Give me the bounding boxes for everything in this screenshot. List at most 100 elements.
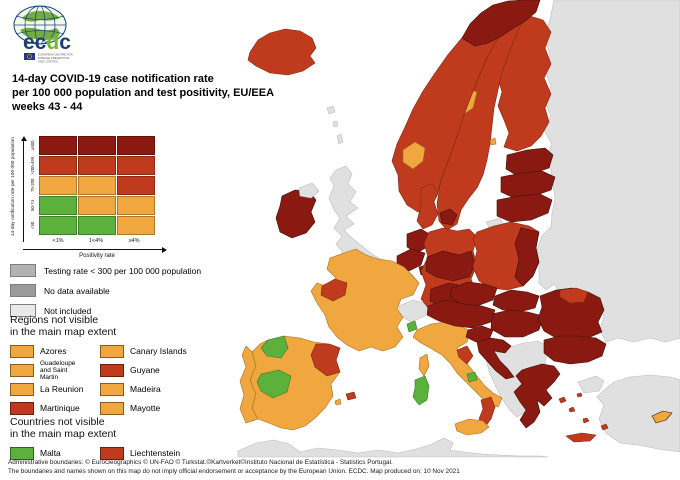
- title-line-2: per 100 000 population and test positivi…: [12, 87, 275, 99]
- matrix-cell: [117, 196, 155, 215]
- title-line-1: 14-day COVID-19 case notification rate: [12, 73, 214, 85]
- map-region-estonia: [505, 147, 554, 176]
- map-region-north-africa: [237, 437, 549, 458]
- matrix-cell: [78, 176, 116, 195]
- legend-swatch-testing-rate: [10, 264, 36, 277]
- map-region-faroe-islands: [326, 105, 336, 115]
- map-region-ibiza: [334, 398, 342, 406]
- region-swatch-mayotte: [100, 402, 124, 415]
- region-label-madeira: Madeira: [130, 384, 161, 395]
- country-label-liechtenstein: Liechtenstein: [130, 448, 181, 459]
- map-region-norway-finnmark: [461, 0, 541, 47]
- countries-not-visible-section: Countries not visible in the main map ex…: [10, 416, 230, 463]
- map-footer: Administrative boundaries: © EuroGeograp…: [8, 458, 676, 476]
- region-swatch-guadeloupe: [10, 364, 34, 377]
- map-region-mallorca: [345, 391, 357, 401]
- legend-swatch-no-data: [10, 284, 36, 297]
- ecdc-logo-graphic: ecdc EUROPEAN CENTRE FOR DISEASE PREVENT…: [13, 5, 73, 64]
- region-item-canary-islands: Canary Islands: [100, 342, 220, 361]
- map-region-aosta-valley: [406, 320, 418, 333]
- ecdc-logo: ecdc EUROPEAN CENTRE FOR DISEASE PREVENT…: [10, 4, 92, 73]
- map-region-calabria: [478, 396, 496, 428]
- eu-flag-icon: [24, 53, 35, 60]
- ecdc-wordmark: ecdc: [23, 31, 71, 54]
- map-region-sicily: [454, 418, 490, 436]
- matrix-cell: [78, 136, 116, 155]
- map-region-northern-ireland: [298, 182, 320, 199]
- regions-heading-line-1: Regions not visible: [10, 314, 99, 326]
- matrix-column-labels: <1% 1<4% ≥4%: [39, 238, 155, 244]
- matrix-cell: [117, 136, 155, 155]
- map-region-turkish-thrace: [577, 375, 605, 394]
- map-region-finland: [497, 15, 552, 152]
- map-title: 14-day COVID-19 case notification rate p…: [12, 72, 274, 114]
- legend-matrix: 14-day notification rate per 100 000 pop…: [8, 130, 178, 262]
- matrix-row-label-3: 75-200: [30, 178, 35, 193]
- map-region-galicia: [260, 335, 289, 359]
- matrix-cell: [39, 156, 77, 175]
- matrix-col-label-2: 1<4%: [88, 238, 104, 244]
- map-region-aland: [489, 137, 497, 146]
- region-item-madeira: Madeira: [100, 380, 220, 399]
- matrix-cell: [39, 216, 77, 235]
- country-label-malta: Malta: [40, 448, 61, 459]
- matrix-row-label-2: >200-499: [30, 156, 35, 175]
- country-item-malta: Malta: [10, 444, 100, 463]
- legend-item-no-data: No data available: [10, 284, 201, 297]
- legend-list: Testing rate < 300 per 100 000 populatio…: [10, 264, 201, 324]
- countries-heading-line-1: Countries not visible: [10, 416, 105, 428]
- map-region-france: [310, 248, 420, 352]
- map-region-lithuania: [496, 193, 553, 223]
- map-region-slovakia: [492, 289, 540, 313]
- matrix-y-axis-label: 14-day notification rate per 100 000 pop…: [11, 137, 16, 237]
- matrix-cell: [117, 216, 155, 235]
- matrix-cell: [78, 156, 116, 175]
- map-region-molise: [466, 371, 478, 383]
- map-region-france-northwest: [320, 278, 348, 302]
- region-label-guyane: Guyane: [130, 365, 160, 376]
- country-swatch-malta: [10, 447, 34, 460]
- map-region-cyprus: [651, 410, 673, 424]
- matrix-x-axis-label: Positivity rate: [79, 253, 115, 259]
- region-label-mayotte: Mayotte: [130, 403, 161, 414]
- map-region-marche: [456, 345, 474, 365]
- map-region-norway-agder: [402, 141, 426, 170]
- matrix-cell: [39, 176, 77, 195]
- region-item-la-reunion: La Reunion: [10, 380, 100, 399]
- matrix-col-label-3: ≥4%: [128, 238, 140, 244]
- map-region-crete: [565, 432, 597, 443]
- map-region-switzerland: [398, 299, 428, 323]
- legend-item-not-included: Not included: [10, 304, 201, 317]
- region-label-azores: Azores: [40, 346, 67, 357]
- matrix-grid: [39, 136, 155, 235]
- footer-line-1: Administrative boundaries: © EuroGeograp…: [8, 459, 393, 466]
- matrix-cell: [39, 136, 77, 155]
- region-label-canary-islands: Canary Islands: [130, 346, 187, 357]
- map-region-aegean-islands: [558, 392, 609, 431]
- legend-label-not-included: Not included: [44, 305, 92, 316]
- legend-label-testing-rate: Testing rate < 300 per 100 000 populatio…: [44, 265, 202, 276]
- org-line-1: EUROPEAN CENTRE FOR: [38, 53, 73, 57]
- matrix-cell: [39, 196, 77, 215]
- region-item-guyane: Guyane: [100, 361, 220, 380]
- map-region-czechia: [449, 281, 498, 307]
- region-item-azores: Azores: [10, 342, 100, 361]
- map-region-bulgaria: [543, 335, 607, 365]
- map-region-croatia: [476, 337, 515, 380]
- region-label-guadeloupe: Guadeloupe and Saint Martin: [40, 360, 76, 381]
- region-swatch-guyane: [100, 364, 124, 377]
- map-region-germany-central: [425, 250, 476, 282]
- map-region-greece: [513, 363, 561, 429]
- region-item-guadeloupe: Guadeloupe and Saint Martin: [10, 360, 100, 381]
- legend-swatch-not-included: [10, 304, 36, 317]
- region-swatch-azores: [10, 345, 34, 358]
- map-region-orkney: [332, 120, 339, 128]
- country-item-liechtenstein: Liechtenstein: [100, 444, 220, 463]
- countries-heading-line-2: in the main map extent: [10, 428, 117, 440]
- region-swatch-canary-islands: [100, 345, 124, 358]
- region-label-la-reunion: La Reunion: [40, 384, 84, 395]
- map-region-catalonia-aragon: [310, 343, 341, 377]
- footer-line-2: The boundaries and names shown on this m…: [8, 468, 460, 475]
